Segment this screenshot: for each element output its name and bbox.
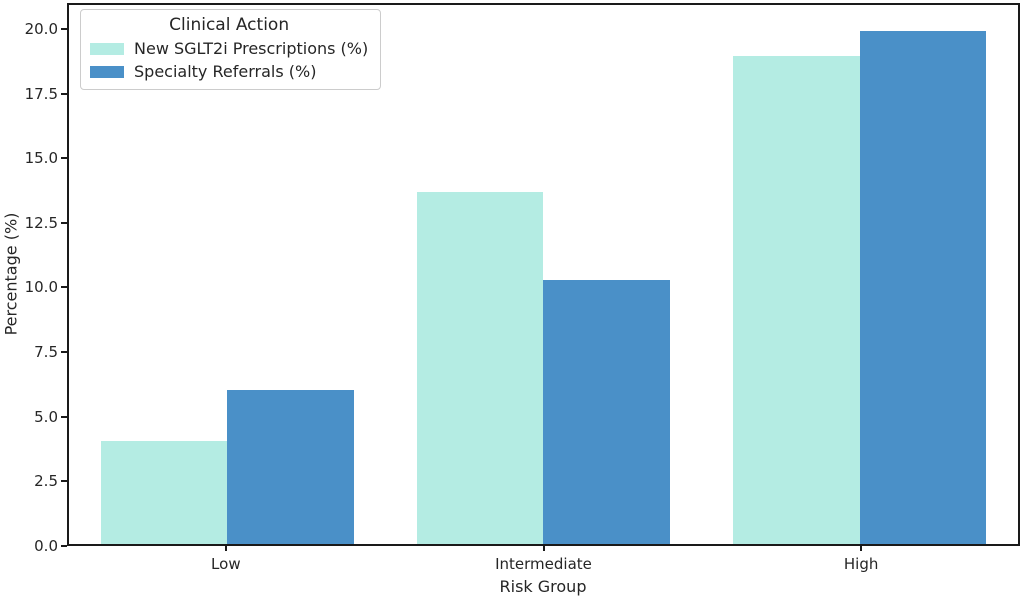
y-tick-label: 0.0 <box>34 537 58 555</box>
x-tick-mark <box>860 546 863 551</box>
bars-container <box>69 5 1018 544</box>
legend-swatch-icon <box>90 65 124 78</box>
bar <box>227 390 354 544</box>
legend-item: Specialty Referrals (%) <box>90 62 368 81</box>
y-tick-label: 12.5 <box>24 213 58 232</box>
bar <box>543 279 671 544</box>
x-tick-mark <box>542 546 545 551</box>
bar <box>859 30 987 544</box>
y-tick-label: 7.5 <box>34 343 58 362</box>
legend-swatch-icon <box>90 42 124 55</box>
y-tick-mark <box>61 286 67 289</box>
x-tick-label-high: High <box>843 555 879 573</box>
legend-item: New SGLT2i Prescriptions (%) <box>90 39 368 58</box>
y-tick-label: 20.0 <box>24 19 58 38</box>
y-tick-mark <box>61 157 67 160</box>
y-tick-label: 5.0 <box>34 407 58 426</box>
x-tick-label-low: Low <box>211 555 241 573</box>
x-tick-label-intermediate: Intermediate <box>495 555 592 573</box>
x-axis-label: Risk Group <box>499 577 587 596</box>
y-tick-mark <box>61 221 67 224</box>
x-tick-mark <box>224 546 227 551</box>
y-tick-mark <box>61 27 67 30</box>
bar <box>416 192 544 544</box>
bar <box>733 56 860 544</box>
legend-label: New SGLT2i Prescriptions (%) <box>134 39 369 58</box>
plot-area: Clinical Action New SGLT2i Prescriptions… <box>67 3 1020 546</box>
bar <box>100 441 228 544</box>
legend: Clinical Action New SGLT2i Prescriptions… <box>80 9 382 90</box>
y-tick-label: 17.5 <box>24 84 58 103</box>
y-tick-mark <box>61 480 67 483</box>
y-tick-mark <box>61 415 67 418</box>
legend-items: New SGLT2i Prescriptions (%) Specialty Re… <box>90 39 368 81</box>
bar-group-low <box>69 5 385 544</box>
y-tick-mark <box>61 92 67 95</box>
bar-group-high <box>702 5 1018 544</box>
y-tick-mark <box>61 351 67 354</box>
legend-label: Specialty Referrals (%) <box>134 62 317 81</box>
y-tick-mark <box>61 545 67 547</box>
legend-title: Clinical Action <box>169 15 290 35</box>
y-tick-label: 2.5 <box>34 472 58 491</box>
bar-group-intermediate <box>385 5 701 544</box>
y-tick-label: 10.0 <box>24 278 58 297</box>
y-tick-label: 15.0 <box>24 149 58 168</box>
